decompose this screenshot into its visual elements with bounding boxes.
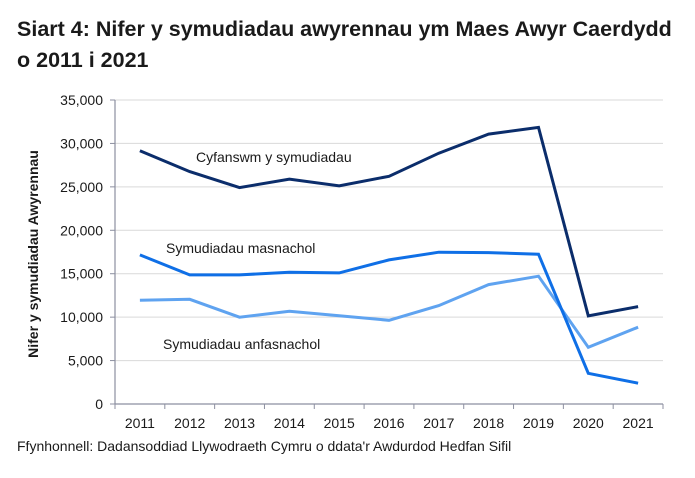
y-tick-label: 0 bbox=[95, 396, 103, 412]
y-tick-label: 35,000 bbox=[60, 92, 103, 108]
x-tick-label: 2017 bbox=[423, 415, 454, 431]
x-tick-label: 2011 bbox=[125, 415, 155, 431]
x-tick-label: 2021 bbox=[623, 415, 654, 431]
y-tick-label: 15,000 bbox=[60, 266, 103, 282]
x-tick-label: 2012 bbox=[174, 415, 205, 431]
x-tick-label: 2014 bbox=[274, 415, 305, 431]
y-tick-label: 25,000 bbox=[60, 179, 103, 195]
x-tick-label: 2016 bbox=[373, 415, 404, 431]
series-label-total: Cyfanswm y symudiadau bbox=[196, 149, 352, 165]
axes bbox=[110, 99, 664, 409]
x-tick-label: 2020 bbox=[573, 415, 604, 431]
series-label-commercial: Symudiadau masnachol bbox=[166, 240, 315, 256]
line-total-movements bbox=[139, 125, 639, 318]
y-axis-tick-labels: 0 5,000 10,000 15,000 20,000 25,000 30,000 35,0… bbox=[60, 92, 103, 412]
x-tick-label: 2013 bbox=[224, 415, 255, 431]
series-label-non-commercial: Symudiadau anfasnachol bbox=[163, 336, 320, 352]
y-tick-label: 5,000 bbox=[68, 353, 103, 369]
gridlines bbox=[115, 99, 663, 362]
chart-title: Siart 4: Nifer y symudiadau awyrennau ym… bbox=[17, 17, 672, 72]
line-commercial-movements bbox=[139, 250, 639, 385]
line-non-commercial-movements bbox=[139, 274, 639, 350]
x-tick-label: 2019 bbox=[523, 415, 554, 431]
y-tick-label: 30,000 bbox=[60, 135, 103, 151]
x-tick-label: 2015 bbox=[324, 415, 355, 431]
x-axis-tick-labels: 2011 2012 2013 2014 2015 2016 2017 2018 2019 2020… bbox=[125, 415, 654, 431]
source-note: Ffynhonnell: Dadansoddiad Llywodraeth Cy… bbox=[17, 438, 512, 454]
series-labels: Cyfanswm y symudiadau Symudiadau masnach… bbox=[163, 149, 352, 352]
y-tick-label: 20,000 bbox=[60, 222, 103, 238]
y-tick-label: 10,000 bbox=[60, 309, 103, 325]
series-lines bbox=[139, 125, 639, 385]
x-tick-label: 2018 bbox=[473, 415, 504, 431]
